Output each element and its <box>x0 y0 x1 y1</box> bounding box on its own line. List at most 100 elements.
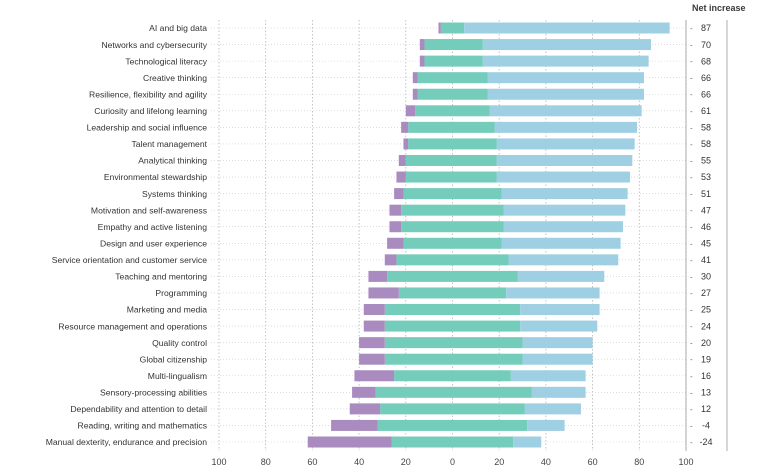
net-increase-value: 70 <box>701 40 711 50</box>
bar-segment-decrease <box>384 320 453 332</box>
category-label: Sensory-processing abilities <box>100 388 207 398</box>
bar-segment-increase <box>452 204 504 216</box>
net-increase-value: 12 <box>701 404 711 414</box>
bar-segment-strong-increase <box>520 304 600 316</box>
bar-segment-strong-decrease <box>389 204 402 216</box>
bar-segment-strong-increase <box>496 138 635 150</box>
net-increase-value: 68 <box>701 56 711 66</box>
bar-segment-strong-increase <box>487 72 644 84</box>
x-tick-label: 100 <box>211 457 226 467</box>
x-tick-label: 0 <box>450 457 455 467</box>
category-label: Reading, writing and mathematics <box>78 421 207 431</box>
net-increase-value: 47 <box>701 205 711 215</box>
category-label: Creative thinking <box>143 73 207 83</box>
net-value-dash: - <box>690 388 693 397</box>
bar-segment-strong-increase <box>496 154 633 166</box>
bar-segment-decrease <box>424 55 453 67</box>
bar-segment-strong-decrease <box>368 270 388 282</box>
category-label: Teaching and mentoring <box>115 272 207 282</box>
bar-segment-strong-decrease <box>401 121 409 133</box>
net-value-dash: - <box>690 107 693 116</box>
bar-segment-increase <box>452 138 497 150</box>
net-value-dash: - <box>690 57 693 66</box>
net-value-dash: - <box>690 223 693 232</box>
bar-segment-strong-increase <box>496 171 630 183</box>
bar-segment-strong-decrease <box>368 287 399 299</box>
bar-segment-increase <box>452 72 488 84</box>
category-label: Technological literacy <box>125 56 207 66</box>
bar-segment-decrease <box>384 353 453 365</box>
net-value-dash: - <box>690 322 693 331</box>
bar-segment-increase <box>452 403 525 415</box>
bar-segment-decrease <box>398 287 453 299</box>
net-increase-value: 51 <box>701 189 711 199</box>
net-value-dash: - <box>690 339 693 348</box>
bar-segment-decrease <box>380 403 453 415</box>
bar-segment-decrease <box>424 39 453 51</box>
category-label: Analytical thinking <box>138 156 207 166</box>
bar-segment-strong-decrease <box>403 138 409 150</box>
bar-segment-increase <box>452 221 504 233</box>
bar-segment-strong-increase <box>531 386 586 398</box>
bar-segment-decrease <box>403 237 453 249</box>
net-increase-column: -87- 70- 68- 66- 66- 61- 58- 58- 55- 53- 51- 47- 46-… <box>690 23 713 447</box>
category-label: Networks and cybersecurity <box>101 40 207 50</box>
x-tick-label: 60 <box>307 457 317 467</box>
bar-segment-strong-decrease <box>354 370 395 382</box>
bar-segment-increase <box>452 121 495 133</box>
bar-segment-strong-decrease <box>359 353 385 365</box>
category-label: Marketing and media <box>127 305 207 315</box>
net-value-dash: - <box>690 256 693 265</box>
bar-segment-strong-decrease <box>419 55 425 67</box>
bar-segment-strong-increase <box>508 254 619 266</box>
bar-segment-decrease <box>377 419 453 431</box>
net-value-dash: - <box>690 306 693 315</box>
bar-segment-increase <box>452 237 502 249</box>
bar-segment-strong-increase <box>527 419 565 431</box>
bar-segment-increase <box>452 304 521 316</box>
bar-segment-increase <box>452 436 514 448</box>
net-increase-value: 58 <box>701 123 711 133</box>
category-label: AI and big data <box>149 23 207 33</box>
bar-segment-strong-increase <box>517 270 605 282</box>
category-label: Empathy and active listening <box>98 222 208 232</box>
bar-segment-strong-increase <box>503 221 623 233</box>
bar-segment-increase <box>452 370 511 382</box>
bar-segment-decrease <box>396 254 453 266</box>
bar-segment-increase <box>452 353 523 365</box>
bar-segment-increase <box>452 105 490 117</box>
net-increase-value: 24 <box>701 321 711 331</box>
x-axis: 100 80 60 40 20 0 20 40 60 80 100 <box>211 457 693 467</box>
net-increase-value: -24 <box>699 437 712 447</box>
net-increase-value: 19 <box>701 354 711 364</box>
bar-segment-increase <box>452 188 502 200</box>
net-increase-value: 58 <box>701 139 711 149</box>
x-tick-label: 80 <box>261 457 271 467</box>
category-label: Manual dexterity, endurance and precisio… <box>46 437 208 447</box>
net-value-dash: - <box>690 24 693 33</box>
bar-segment-strong-increase <box>487 88 644 100</box>
bar-segment-decrease <box>417 88 453 100</box>
x-tick-label: 20 <box>401 457 411 467</box>
net-increase-value: 25 <box>701 305 711 315</box>
bar-segment-increase <box>452 270 518 282</box>
bar-segment-increase <box>452 287 507 299</box>
category-label: Leadership and social influence <box>87 123 208 133</box>
bar-segment-strong-decrease <box>363 304 385 316</box>
bar-segment-increase <box>452 419 528 431</box>
bar-segment-strong-decrease <box>396 171 406 183</box>
bar-segment-increase <box>452 22 465 34</box>
bar-segment-strong-decrease <box>384 254 397 266</box>
bar-segment-strong-increase <box>506 287 600 299</box>
bar-segment-strong-increase <box>501 237 621 249</box>
bar-segment-decrease <box>391 436 453 448</box>
category-label: Programming <box>155 288 207 298</box>
bar-segment-decrease <box>440 22 453 34</box>
bar-segment-decrease <box>375 386 453 398</box>
bar-segment-increase <box>452 55 483 67</box>
category-label: Resilience, flexibility and agility <box>89 89 208 99</box>
bar-segment-increase <box>452 320 521 332</box>
net-value-dash: - <box>690 156 693 165</box>
net-value-dash: - <box>690 190 693 199</box>
